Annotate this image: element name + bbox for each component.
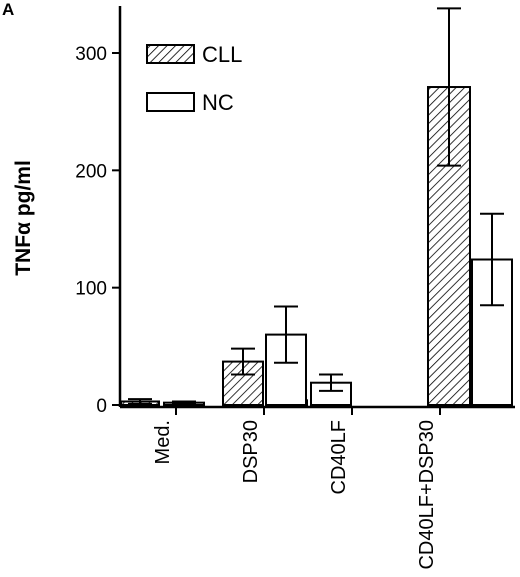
legend-swatch-nc [146, 92, 195, 112]
legend-label-nc: NC [202, 90, 234, 115]
x-category-label: CD40LF+DSP30 [416, 420, 438, 570]
x-category-label: CD40LF [328, 420, 350, 494]
x-category-label: Med. [152, 420, 174, 464]
panel-label: A [2, 0, 15, 19]
y-tick-label: 300 [75, 44, 107, 65]
x-category-label: DSP30 [240, 420, 262, 483]
bar-nc-2 [265, 333, 307, 407]
legend-label-cll: CLL [202, 42, 242, 67]
y-tick-label: 200 [75, 161, 107, 182]
y-tick-label: 0 [96, 396, 107, 417]
legend-swatch-cll [146, 44, 195, 64]
y-tick-label: 100 [75, 279, 107, 300]
y-axis-label: TNFα pg/ml [12, 160, 35, 276]
